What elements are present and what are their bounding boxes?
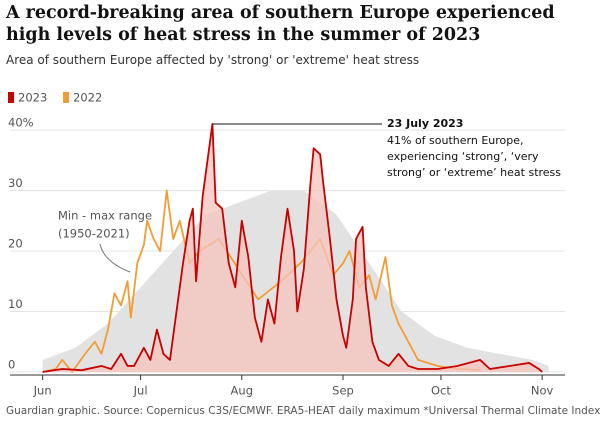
x-tick-label: Sep [332, 384, 354, 398]
series-area [42, 124, 543, 372]
chart-subtitle: Area of southern Europe affected by 'str… [6, 53, 420, 67]
x-tick-label: Oct [431, 384, 451, 398]
y-tick-label: 10 [8, 297, 23, 311]
range-label: Min - max range [58, 209, 152, 223]
source-note: Guardian graphic. Source: Copernicus C3S… [6, 405, 601, 417]
x-tick-label: Nov [531, 384, 554, 398]
annotation-text: experiencing ‘strong’, ‘very [387, 150, 539, 163]
chart-title: A record-breaking area of southern Europ… [6, 3, 555, 45]
legend-swatch [63, 92, 69, 103]
legend-label: 2023 [18, 91, 47, 105]
y-tick-label: 30 [8, 176, 23, 190]
chart: 0 10 20 30 40% Jun Jul Aug Sep Oct Nov 2023 2022 23 J… [8, 91, 565, 398]
series-line [42, 123, 543, 373]
annotation-text: strong’ or ‘extreme’ heat stress [387, 166, 561, 179]
range-label: (1950-2021) [58, 227, 130, 241]
range-pointer [99, 243, 131, 273]
y-tick-label: 20 [8, 237, 23, 251]
annotation-title: 23 July 2023 [387, 117, 463, 130]
x-tick-label: Jun [33, 384, 52, 398]
y-tick-label: 0 [8, 358, 15, 372]
x-tick-label: Aug [231, 384, 253, 398]
y-tick-label: 40% [8, 116, 34, 130]
legend-swatch [8, 92, 14, 103]
x-tick-label: Jul [133, 384, 148, 398]
annotation-text: 41% of southern Europe, [387, 134, 524, 147]
legend-label: 2022 [73, 91, 102, 105]
